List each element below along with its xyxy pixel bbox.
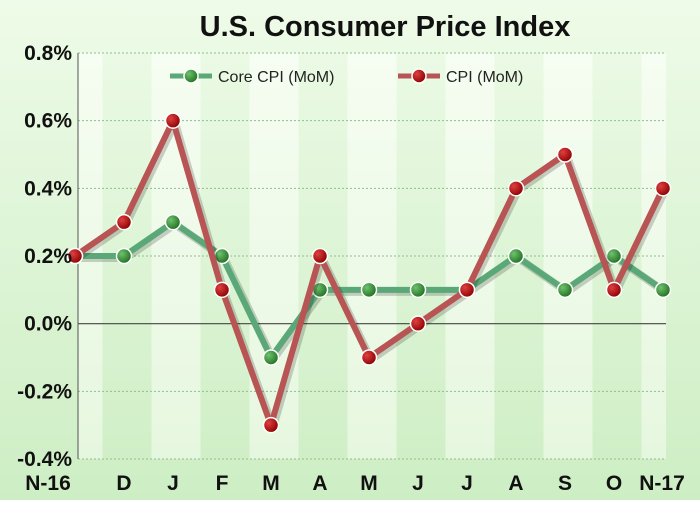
- data-point: [605, 247, 623, 265]
- data-point: [605, 281, 623, 299]
- data-point: [556, 146, 574, 163]
- series-cpi-mom: [66, 112, 672, 434]
- y-tick-label: 0.4%: [24, 177, 72, 200]
- data-point: [66, 247, 84, 265]
- data-point: [213, 281, 231, 299]
- x-axis-ticks: N-16 D J F M A M J J A S O N-17: [25, 472, 685, 495]
- x-tick-label: M: [262, 472, 280, 495]
- x-tick-label: S: [558, 472, 572, 495]
- data-point: [409, 281, 427, 299]
- data-point: [164, 112, 182, 129]
- data-point: [409, 315, 427, 332]
- y-tick-label: -0.4%: [17, 448, 72, 471]
- data-point: [654, 180, 672, 197]
- x-tick-label: A: [508, 472, 523, 495]
- data-point: [311, 247, 329, 265]
- x-tick-label: J: [167, 472, 179, 495]
- x-tick-label: N-16: [25, 472, 71, 495]
- data-point: [507, 247, 525, 265]
- data-point: [115, 213, 133, 231]
- data-point: [556, 281, 574, 299]
- x-tick-label: J: [461, 472, 473, 495]
- data-point: [360, 349, 378, 366]
- legend-label-cpi: CPI (MoM): [446, 69, 523, 86]
- chart-title: U.S. Consumer Price Index: [200, 11, 571, 43]
- data-point: [262, 416, 280, 434]
- data-point: [507, 180, 525, 197]
- x-tick-label: F: [216, 472, 229, 495]
- gridlines: [78, 52, 666, 460]
- legend-marker-cpi: [411, 68, 427, 84]
- data-point: [262, 349, 280, 366]
- data-point: [654, 281, 672, 299]
- legend-label-core-cpi: Core CPI (MoM): [218, 69, 334, 86]
- x-tick-label: A: [312, 472, 327, 495]
- y-tick-label: 0.6%: [24, 110, 72, 133]
- data-point: [458, 281, 476, 299]
- y-tick-label: 0.2%: [24, 245, 72, 268]
- y-axis-ticks: -0.4% -0.2% 0.0% 0.2% 0.4% 0.6% 0.8%: [17, 42, 72, 471]
- data-point: [164, 213, 182, 231]
- data-point: [115, 247, 133, 265]
- series-layer: [66, 112, 672, 434]
- y-tick-label: 0.8%: [24, 42, 72, 65]
- y-tick-label: -0.2%: [17, 380, 72, 403]
- x-tick-label: N-17: [639, 472, 685, 495]
- series-core-cpi-mom: [66, 213, 672, 366]
- x-tick-label: D: [116, 472, 131, 495]
- legend: Core CPI (MoM) CPI (MoM): [170, 68, 523, 86]
- x-tick-label: O: [606, 472, 622, 495]
- column-band: [641, 53, 666, 459]
- x-tick-label: M: [360, 472, 378, 495]
- legend-item-core-cpi: Core CPI (MoM): [170, 68, 334, 86]
- y-tick-label: 0.0%: [24, 313, 72, 336]
- legend-item-cpi: CPI (MoM): [398, 68, 523, 86]
- legend-marker-core-cpi: [183, 68, 199, 84]
- x-tick-label: J: [412, 472, 424, 495]
- data-point: [360, 281, 378, 299]
